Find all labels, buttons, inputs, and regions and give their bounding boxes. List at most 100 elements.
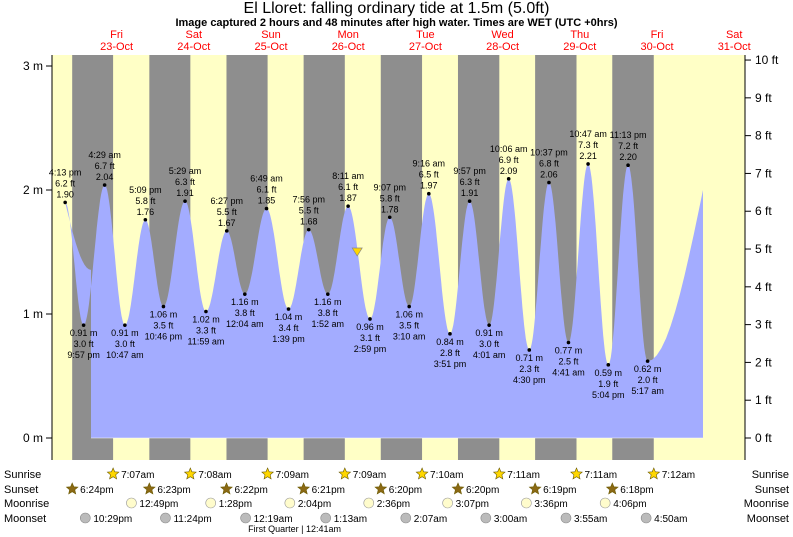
moonset-time: 2:07am xyxy=(414,514,447,525)
row-label-moonrise-right: Moonrise xyxy=(744,498,789,510)
low-tide-feet: 3.0 ft xyxy=(74,339,95,349)
high-tide-feet: 6.9 ft xyxy=(499,155,520,165)
chart-subtitle: Image captured 2 hours and 48 minutes af… xyxy=(175,17,618,29)
low-tide-point xyxy=(161,304,166,309)
high-tide-point xyxy=(427,191,431,196)
low-tide-meters: 0.77 m xyxy=(555,346,583,356)
low-tide-meters: 0.59 m xyxy=(595,368,623,378)
high-tide-point xyxy=(102,183,107,187)
sunrise-time: 7:09am xyxy=(276,470,309,481)
left-axis-tick-label: 1 m xyxy=(23,307,43,321)
right-axis-tick-label: 1 ft xyxy=(755,393,772,407)
moonrise-time: 2:36pm xyxy=(377,499,410,510)
low-tide-point xyxy=(527,348,532,352)
sunrise-icon xyxy=(261,467,275,480)
high-tide-meters: 1.91 xyxy=(461,188,479,198)
low-tide-point xyxy=(204,309,208,314)
low-tide-meters: 1.02 m xyxy=(192,315,220,325)
high-tide-feet: 6.5 ft xyxy=(419,170,440,180)
day-header-name: Tue xyxy=(416,29,435,41)
low-tide-meters: 1.16 m xyxy=(314,297,342,307)
sunset-icon xyxy=(297,482,311,495)
high-tide-meters: 1.85 xyxy=(258,196,276,206)
row-label-sunset: Sunset xyxy=(4,484,38,496)
low-tide-meters: 0.91 m xyxy=(70,328,98,338)
moonrise-icon xyxy=(521,497,532,509)
high-tide-time: 4:29 am xyxy=(88,150,121,160)
sunset-icon xyxy=(142,482,156,495)
high-tide-meters: 1.91 xyxy=(176,188,194,198)
low-tide-point xyxy=(606,363,611,367)
sunrise-icon xyxy=(492,467,506,480)
moonrise-time: 4:06pm xyxy=(613,499,646,510)
day-header-date: 27-Oct xyxy=(409,41,442,53)
sunrise-time: 7:10am xyxy=(430,470,463,481)
day-header-name: Thu xyxy=(570,29,589,41)
low-tide-time: 1:39 pm xyxy=(272,334,305,344)
high-tide-time: 9:07 pm xyxy=(373,182,406,192)
moonrise-icon xyxy=(599,497,611,509)
low-tide-feet: 2.3 ft xyxy=(519,364,540,374)
day-header-date: 26-Oct xyxy=(332,41,365,53)
high-tide-time: 6:27 pm xyxy=(210,196,243,206)
high-tide-time: 4:13 pm xyxy=(49,167,82,177)
sunrise-icon xyxy=(106,467,120,480)
moonset-time: 10:29pm xyxy=(93,514,132,525)
sunrise-time: 7:09am xyxy=(353,470,386,481)
low-tide-time: 2:59 pm xyxy=(354,344,387,354)
sunrise-icon xyxy=(570,467,583,480)
day-header-date: 30-Oct xyxy=(640,41,673,53)
low-tide-time: 10:46 pm xyxy=(145,332,183,342)
high-tide-feet: 6.2 ft xyxy=(55,178,76,188)
moonrise-time: 12:49pm xyxy=(139,499,178,510)
high-tide-meters: 2.06 xyxy=(540,170,558,180)
right-axis-tick-label: 5 ft xyxy=(755,242,772,256)
low-tide-time: 12:04 am xyxy=(226,319,264,329)
left-axis-tick-label: 2 m xyxy=(23,183,43,197)
low-tide-meters: 1.04 m xyxy=(275,312,303,322)
low-tide-meters: 0.91 m xyxy=(475,328,503,338)
row-label-sunrise: Sunrise xyxy=(4,469,41,481)
row-label-moonset-right: Moonset xyxy=(747,513,789,525)
high-tide-meters: 1.90 xyxy=(56,189,74,199)
high-tide-meters: 1.78 xyxy=(381,204,399,214)
moonset-icon xyxy=(400,512,412,524)
sunset-time: 6:19pm xyxy=(543,485,576,496)
right-axis-tick-label: 3 ft xyxy=(755,318,772,332)
sunset-time: 6:20pm xyxy=(389,485,422,496)
row-label-moonset: Moonset xyxy=(4,513,46,525)
day-header-date: 23-Oct xyxy=(100,41,133,53)
day-header-name: Sat xyxy=(726,29,743,41)
sunset-icon xyxy=(605,482,619,495)
right-axis-tick-label: 4 ft xyxy=(755,280,772,294)
moonrise-icon xyxy=(126,497,137,509)
high-tide-feet: 6.7 ft xyxy=(95,161,116,171)
high-tide-time: 10:37 pm xyxy=(530,148,568,158)
moonset-icon xyxy=(560,512,572,524)
day-header-date: 28-Oct xyxy=(486,41,519,53)
left-axis-tick-label: 3 m xyxy=(23,59,43,73)
low-tide-time: 5:04 pm xyxy=(592,390,625,400)
high-tide-feet: 5.5 ft xyxy=(217,207,238,217)
chart-title: El Lloret: falling ordinary tide at 1.5m… xyxy=(243,0,550,17)
low-tide-time: 11:59 am xyxy=(188,337,225,347)
day-header-name: Fri xyxy=(110,29,123,41)
right-axis-tick-label: 9 ft xyxy=(755,91,772,105)
moonset-time: 1:13am xyxy=(334,514,367,525)
right-axis-tick-label: 7 ft xyxy=(755,166,772,180)
high-tide-point xyxy=(183,199,187,203)
moonset-icon xyxy=(480,512,492,524)
low-tide-feet: 3.5 ft xyxy=(153,321,174,331)
high-tide-point xyxy=(224,229,229,233)
low-tide-time: 4:30 pm xyxy=(513,375,546,385)
day-header-name: Sun xyxy=(261,29,281,41)
low-tide-point xyxy=(487,323,491,327)
high-tide-meters: 1.76 xyxy=(137,207,155,217)
low-tide-point xyxy=(81,323,86,327)
low-tide-feet: 1.9 ft xyxy=(598,379,619,389)
high-tide-point xyxy=(264,206,269,211)
sunset-icon xyxy=(374,482,388,495)
low-tide-feet: 3.0 ft xyxy=(479,339,500,349)
